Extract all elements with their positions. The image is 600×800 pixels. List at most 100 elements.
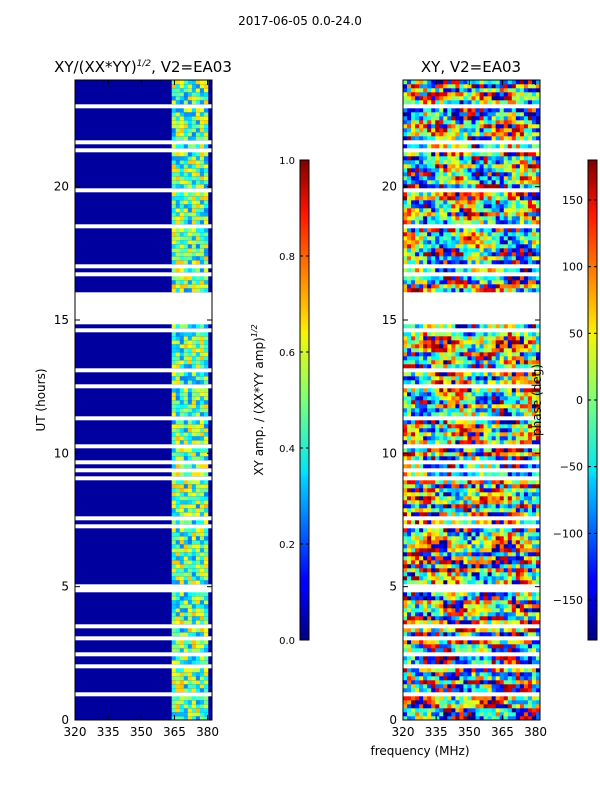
amplitude-cell [199,548,205,553]
amplitude-cell [187,412,193,417]
phase-cell [475,564,480,569]
phase-cell [515,488,521,493]
phase-cell [503,348,509,353]
phase-cell [419,500,424,505]
phase-cell [479,560,484,565]
amplitude-cell [195,184,201,189]
phase-cell [435,608,440,613]
phase-cell [535,568,541,573]
phase-cell [467,488,472,493]
amplitude-cell [171,144,177,149]
phase-cell [523,276,529,281]
phase-cell [503,672,509,677]
amplitude-colorbar-bar [299,159,310,641]
phase-cell [455,404,460,409]
phase-cell [471,704,476,709]
phase-cell [531,644,537,649]
phase-cell [483,212,488,217]
phase-cell [487,568,492,573]
amplitude-cell [187,548,193,553]
amplitude-cell [203,552,209,557]
amplitude-cell [187,492,193,497]
phase-cell [479,208,484,213]
phase-cell [435,212,440,217]
amplitude-cell [171,656,177,661]
amplitude-cell [187,564,193,569]
amplitude-cell [195,568,201,573]
phase-cell [407,696,412,701]
phase-cell [483,388,488,393]
amplitude-row-background [75,136,212,141]
phase-cell [439,192,444,197]
amplitude-cell [199,84,205,89]
amplitude-cell [175,284,181,289]
phase-cell [515,204,521,209]
phase-cell [531,632,537,637]
phase-cell [447,336,452,341]
phase-cell [483,380,488,385]
phase-cell [519,712,525,717]
phase-cell [511,252,517,257]
amplitude-row-background [75,464,212,469]
phase-cell [463,340,468,345]
phase-cell [427,492,432,497]
phase-cell [511,216,517,221]
amplitude-cell [179,680,185,685]
phase-cell [471,376,476,381]
phase-cell [411,688,416,693]
phase-cell [431,212,436,217]
phase-cell [531,688,537,693]
amplitude-cell [171,88,177,93]
phase-cell [515,228,521,233]
phase-cell [531,324,537,329]
phase-cell [447,196,452,201]
phase-cell [431,360,436,365]
amplitude-cell [203,392,209,397]
amplitude-cell [179,268,185,273]
phase-cell [423,332,428,337]
amplitude-cell [175,276,181,281]
phase-cell [455,424,460,429]
phase-cell [451,492,456,497]
phase-cell [535,488,541,493]
phase-cell [431,420,436,425]
phase-cell [475,604,480,609]
phase-cell [527,648,533,653]
amplitude-cell [187,568,193,573]
phase-cell [435,496,440,501]
phase-cell [503,500,509,505]
phase-cell [487,420,492,425]
phase-cell [407,436,412,441]
amplitude-cell [195,708,201,713]
phase-cell [451,284,456,289]
phase-cell [503,464,509,469]
phase-cell [435,232,440,237]
phase-cell [435,452,440,457]
phase-cell [403,676,408,681]
amplitude-cell [187,640,193,645]
phase-cell [467,352,472,357]
phase-cell [515,668,521,673]
phase-cell [455,284,460,289]
phase-cell [499,496,505,501]
phase-cell [419,284,424,289]
amplitude-cell [191,396,197,401]
amplitude-cell [183,464,189,469]
phase-cell [499,540,505,545]
amplitude-cell [195,680,201,685]
phase-cell [467,612,472,617]
amplitude-cell [171,156,177,161]
phase-cell [511,184,517,189]
phase-cell [447,560,452,565]
phase-cell [419,388,424,393]
phase-cell [471,420,476,425]
phase-cell [511,684,517,689]
phase-cell [515,496,521,501]
phase-cell [487,540,492,545]
phase-cell [427,448,432,453]
phase-cell [515,700,521,705]
amplitude-cell [175,348,181,353]
phase-cell [407,464,412,469]
phase-cell [423,676,428,681]
phase-cell [463,260,468,265]
